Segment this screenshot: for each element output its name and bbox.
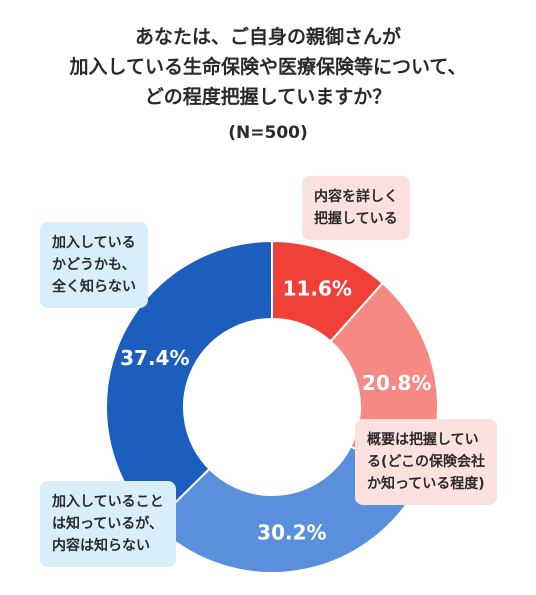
legend-bubble-know-enrolled: 加入していること は知っているが、 内容は知らない bbox=[40, 481, 176, 567]
bubble-line: は知っているが、 bbox=[52, 516, 164, 532]
pct-label-dont-know: 37.4% bbox=[120, 346, 189, 370]
bubble-line: 把握している bbox=[314, 211, 398, 227]
pct-label-overview: 20.8% bbox=[362, 371, 431, 395]
bubble-line: る(どこの保険会社 bbox=[367, 454, 485, 470]
title-line: 加入している生命保険や医療保険等について、 bbox=[69, 56, 467, 78]
chart-title: あなたは、ご自身の親御さんが 加入している生命保険や医療保険等について、 どの程… bbox=[0, 22, 536, 112]
title-line: どの程度把握していますか？ bbox=[144, 86, 392, 108]
chart-subtitle: (N=500) bbox=[228, 123, 308, 143]
bubble-line: かどうかも、 bbox=[52, 257, 136, 273]
pct-label-know-enrolled: 30.2% bbox=[257, 520, 326, 544]
bubble-line: 内容は知らない bbox=[52, 538, 150, 554]
bubble-line: 加入していること bbox=[52, 494, 164, 510]
legend-bubble-detailed: 内容を詳しく 把握している bbox=[302, 176, 410, 240]
legend-bubble-overview: 概要は把握してい る(どこの保険会社 か知っている程度) bbox=[355, 419, 497, 505]
pct-label-detailed: 11.6% bbox=[283, 276, 352, 300]
bubble-line: 加入している bbox=[52, 235, 136, 251]
bubble-line: か知っている程度) bbox=[367, 476, 485, 492]
slice-dont-know bbox=[105, 239, 273, 526]
bubble-line: 全く知らない bbox=[52, 279, 136, 295]
bubble-line: 内容を詳しく bbox=[314, 189, 398, 205]
legend-bubble-dont-know: 加入している かどうかも、 全く知らない bbox=[40, 222, 148, 308]
bubble-line: 概要は把握してい bbox=[367, 432, 479, 448]
title-line: あなたは、ご自身の親御さんが bbox=[134, 26, 401, 48]
